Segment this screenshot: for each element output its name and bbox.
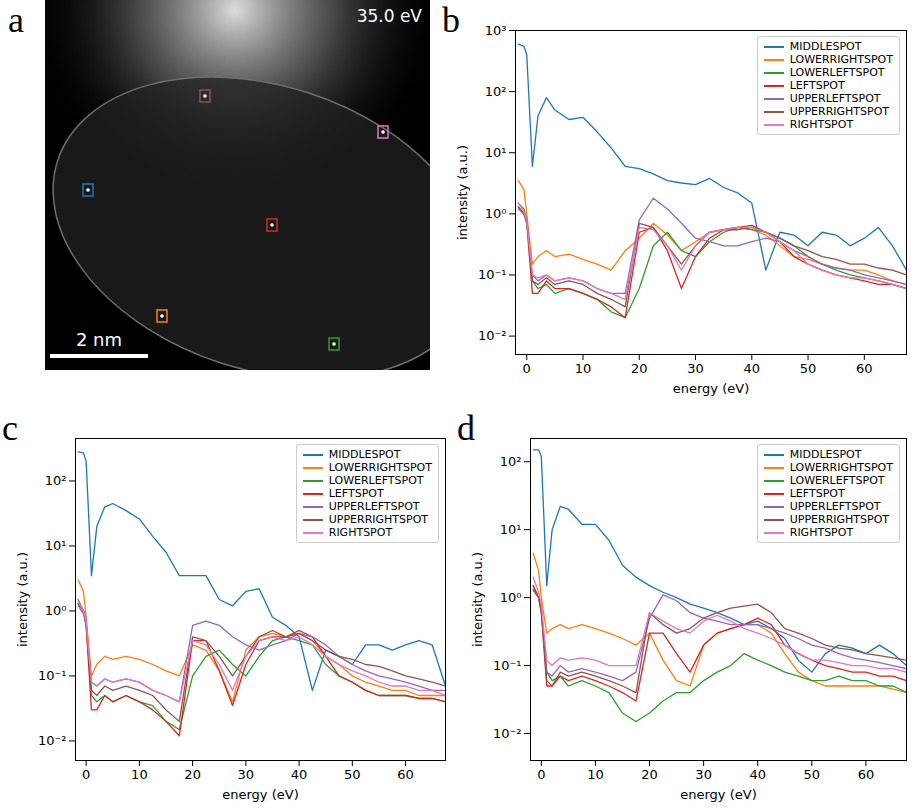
html-text:LOWERRIGHTSPOT: LOWERRIGHTSPOT	[789, 461, 893, 474]
svg-text:10¹: 10¹	[485, 145, 507, 160]
html-text:a: a	[8, 0, 24, 40]
html-text:RIGHTSPOT: RIGHTSPOT	[789, 526, 854, 539]
svg-text:10⁰: 10⁰	[485, 206, 507, 221]
html-text:MIDDLESPOT: MIDDLESPOT	[789, 40, 862, 53]
html-text:LEFTSPOT: LEFTSPOT	[789, 487, 845, 500]
svg-text:60: 60	[858, 767, 875, 782]
svg-text:35.0 eV: 35.0 eV	[357, 6, 423, 26]
svg-text:intensity (a.u.): intensity (a.u.)	[15, 552, 30, 647]
html-text:LOWERRIGHTSPOT: LOWERRIGHTSPOT	[328, 461, 432, 474]
svg-text:intensity (a.u.): intensity (a.u.)	[455, 145, 470, 240]
svg-text:50: 50	[344, 767, 361, 782]
svg-text:40: 40	[744, 361, 761, 376]
svg-text:10⁻²: 10⁻²	[493, 726, 522, 741]
svg-text:0: 0	[537, 767, 545, 782]
html-text:LOWERRIGHTSPOT: LOWERRIGHTSPOT	[789, 53, 893, 66]
svg-text:30: 30	[687, 361, 704, 376]
svg-text:10⁰: 10⁰	[500, 590, 522, 605]
svg-text:20: 20	[631, 361, 648, 376]
svg-text:10³: 10³	[485, 23, 507, 38]
svg-text:10²: 10²	[500, 454, 522, 469]
html-text:UPPERRIGHTSPOT: UPPERRIGHTSPOT	[789, 105, 889, 118]
html-text:LOWERLEFTSPOT: LOWERLEFTSPOT	[328, 474, 424, 487]
html-text:UPPERRIGHTSPOT: UPPERRIGHTSPOT	[789, 513, 889, 526]
svg-text:50: 50	[800, 361, 817, 376]
svg-text:10: 10	[575, 361, 592, 376]
svg-text:10: 10	[587, 767, 604, 782]
html-text:c: c	[2, 408, 18, 448]
html-text:LOWERLEFTSPOT: LOWERLEFTSPOT	[789, 474, 885, 487]
html-text:MIDDLESPOT: MIDDLESPOT	[789, 448, 862, 461]
html-text:UPPERLEFTSPOT: UPPERLEFTSPOT	[328, 500, 420, 513]
svg-text:energy (eV): energy (eV)	[673, 381, 749, 396]
svg-text:10²: 10²	[45, 473, 67, 488]
html-text:LEFTSPOT: LEFTSPOT	[328, 487, 384, 500]
html-text:LOWERLEFTSPOT: LOWERLEFTSPOT	[789, 66, 885, 79]
svg-text:10⁻²: 10⁻²	[478, 328, 507, 343]
svg-text:60: 60	[397, 767, 414, 782]
svg-text:10⁻²: 10⁻²	[38, 733, 67, 748]
svg-text:10⁻¹: 10⁻¹	[493, 658, 522, 673]
svg-text:10²: 10²	[485, 84, 507, 99]
svg-text:10: 10	[131, 767, 148, 782]
svg-text:40: 40	[291, 767, 308, 782]
svg-text:20: 20	[641, 767, 658, 782]
svg-text:0: 0	[523, 361, 531, 376]
html-text:b: b	[442, 0, 460, 40]
svg-text:50: 50	[804, 767, 821, 782]
html-text:UPPERLEFTSPOT: UPPERLEFTSPOT	[789, 92, 881, 105]
html-text:RIGHTSPOT: RIGHTSPOT	[789, 118, 854, 131]
svg-text:30: 30	[238, 767, 255, 782]
svg-text:10⁻¹: 10⁻¹	[38, 668, 67, 683]
html-text:RIGHTSPOT: RIGHTSPOT	[328, 526, 393, 539]
svg-text:10⁻¹: 10⁻¹	[478, 267, 507, 282]
html-text:MIDDLESPOT: MIDDLESPOT	[328, 448, 401, 461]
svg-text:intensity (a.u.): intensity (a.u.)	[470, 552, 485, 647]
svg-text:energy (eV): energy (eV)	[222, 787, 298, 802]
html-text:d: d	[457, 408, 475, 448]
svg-text:40: 40	[749, 767, 766, 782]
svg-text:10⁰: 10⁰	[45, 603, 67, 618]
svg-text:60: 60	[856, 361, 873, 376]
svg-text:energy (eV): energy (eV)	[680, 787, 756, 802]
html-text:LEFTSPOT: LEFTSPOT	[789, 79, 845, 92]
svg-text:30: 30	[695, 767, 712, 782]
svg-text:2 nm: 2 nm	[76, 329, 122, 350]
html-text:UPPERLEFTSPOT: UPPERLEFTSPOT	[789, 500, 881, 513]
html-text:UPPERRIGHTSPOT: UPPERRIGHTSPOT	[328, 513, 428, 526]
svg-text:0: 0	[82, 767, 90, 782]
svg-text:20: 20	[184, 767, 201, 782]
svg-text:10¹: 10¹	[500, 522, 522, 537]
svg-text:10¹: 10¹	[45, 538, 67, 553]
